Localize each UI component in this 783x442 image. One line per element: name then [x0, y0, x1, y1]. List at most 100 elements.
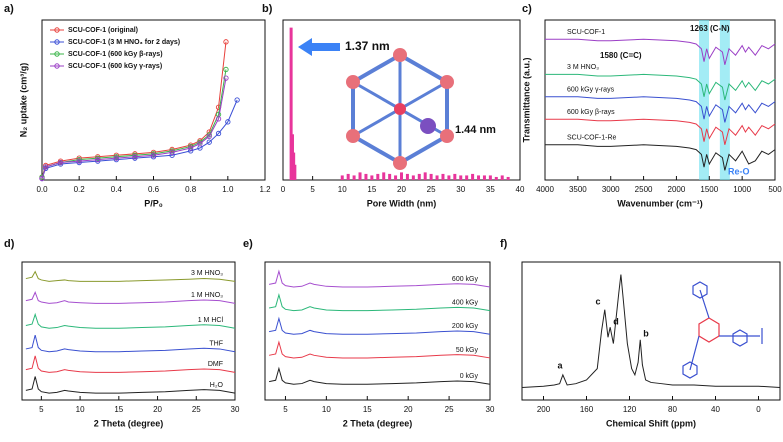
x-tick-label: 25 [427, 185, 436, 194]
x-tick-label: 40 [711, 405, 720, 414]
bar [346, 173, 350, 180]
pore-ball [420, 118, 436, 134]
point-marker [197, 140, 203, 147]
bar [423, 172, 427, 180]
x-tick-label: 10 [338, 185, 347, 194]
panel-label: e) [243, 238, 253, 250]
x-tick-label: 0 [281, 185, 286, 194]
node [393, 48, 407, 62]
bar [471, 173, 475, 180]
annotation: c [595, 296, 600, 306]
x-tick-label: 15 [367, 185, 376, 194]
x-axis-label: 2 Theta (degree) [343, 418, 413, 428]
series-label: 50 kGy [456, 347, 479, 354]
node [440, 75, 454, 89]
x-axis-label: 2 Theta (degree) [94, 418, 164, 428]
point-marker [206, 139, 212, 145]
panel-label: d) [4, 238, 15, 250]
x-tick-label: 30 [486, 405, 495, 414]
series-label: 400 kGy [452, 299, 479, 306]
structure-sketch [682, 281, 763, 379]
plot-frame [264, 261, 491, 401]
series-label: 1 M HCl [198, 317, 224, 324]
series-line [268, 340, 491, 359]
series-line [545, 96, 776, 123]
x-tick-label: 80 [668, 405, 677, 414]
point-marker [150, 152, 157, 158]
x-tick-label: 30 [456, 185, 465, 194]
annotation: Re-O [728, 166, 750, 176]
point-marker [223, 66, 229, 73]
bar [293, 164, 297, 180]
series-label: 3 M HNO₃ [191, 270, 223, 277]
series-label: 1 M HNO₃ [191, 292, 223, 299]
series-label: 600 kGy [452, 276, 479, 283]
bar [289, 27, 293, 180]
bar [376, 173, 380, 180]
series-line [545, 144, 776, 171]
x-tick-label: 200 [537, 405, 551, 414]
series-line [25, 270, 236, 282]
series-line [25, 335, 236, 353]
series-line [268, 316, 491, 335]
point-marker [188, 145, 194, 151]
bar [382, 172, 386, 180]
series-label: 600 kGy β-rays [567, 109, 615, 116]
x-tick-label: 25 [445, 405, 454, 414]
bar [459, 175, 463, 180]
point-marker [113, 155, 119, 161]
point-marker [215, 130, 222, 137]
bar [352, 175, 356, 180]
legend-marker [54, 39, 60, 45]
point-marker [39, 175, 45, 182]
bar [494, 176, 498, 180]
series-line [268, 292, 491, 312]
series-label: 200 kGy [452, 323, 479, 330]
annotation: 1580 (C=C) [600, 51, 642, 60]
series-line [25, 291, 236, 304]
point-marker [206, 133, 212, 140]
panel-label: c) [522, 3, 532, 15]
x-tick-label: 500 [768, 185, 782, 194]
point-marker [215, 116, 222, 122]
bar [429, 173, 433, 180]
point-marker [43, 164, 49, 170]
point-marker [132, 154, 138, 160]
bond [699, 289, 710, 319]
ring [732, 329, 748, 347]
annotation: a [557, 360, 563, 370]
ring [692, 281, 708, 299]
series-label: 0 kGy [460, 373, 479, 380]
x-tick-label: 20 [397, 185, 406, 194]
legend-marker [54, 51, 60, 57]
series-line [41, 99, 238, 179]
series-line [545, 73, 776, 101]
x-tick-label: 1000 [733, 185, 751, 194]
legend-label: SCU-COF-1 (original) [68, 27, 138, 34]
series-line [545, 118, 776, 145]
annotation: 1.37 nm [345, 39, 390, 53]
bar [488, 175, 492, 180]
point-marker [225, 119, 231, 125]
annotation: 1263 (C-N) [690, 24, 730, 33]
panel-label: f) [500, 238, 508, 250]
annotation: 1.44 nm [455, 124, 496, 136]
point-marker [223, 75, 229, 81]
x-axis-label: Chemical Shift (ppm) [606, 418, 696, 428]
core-ring [698, 317, 720, 343]
series-line [268, 366, 491, 385]
x-tick-label: 0.6 [148, 185, 160, 194]
legend-marker [54, 63, 60, 69]
legend-marker [54, 27, 60, 33]
point-marker [76, 158, 82, 164]
series-label: H₂O [210, 382, 224, 389]
y-axis-label: Transmittance (a.u.) [521, 57, 531, 142]
bar [477, 175, 481, 180]
bar [441, 173, 445, 180]
series-line [521, 274, 781, 388]
x-tick-label: 20 [404, 405, 413, 414]
series-line [545, 38, 776, 65]
node [440, 129, 454, 143]
x-tick-label: 5 [39, 405, 44, 414]
legend-label: SCU-COF-1 (3 M HNO₃ for 2 days) [68, 39, 180, 46]
